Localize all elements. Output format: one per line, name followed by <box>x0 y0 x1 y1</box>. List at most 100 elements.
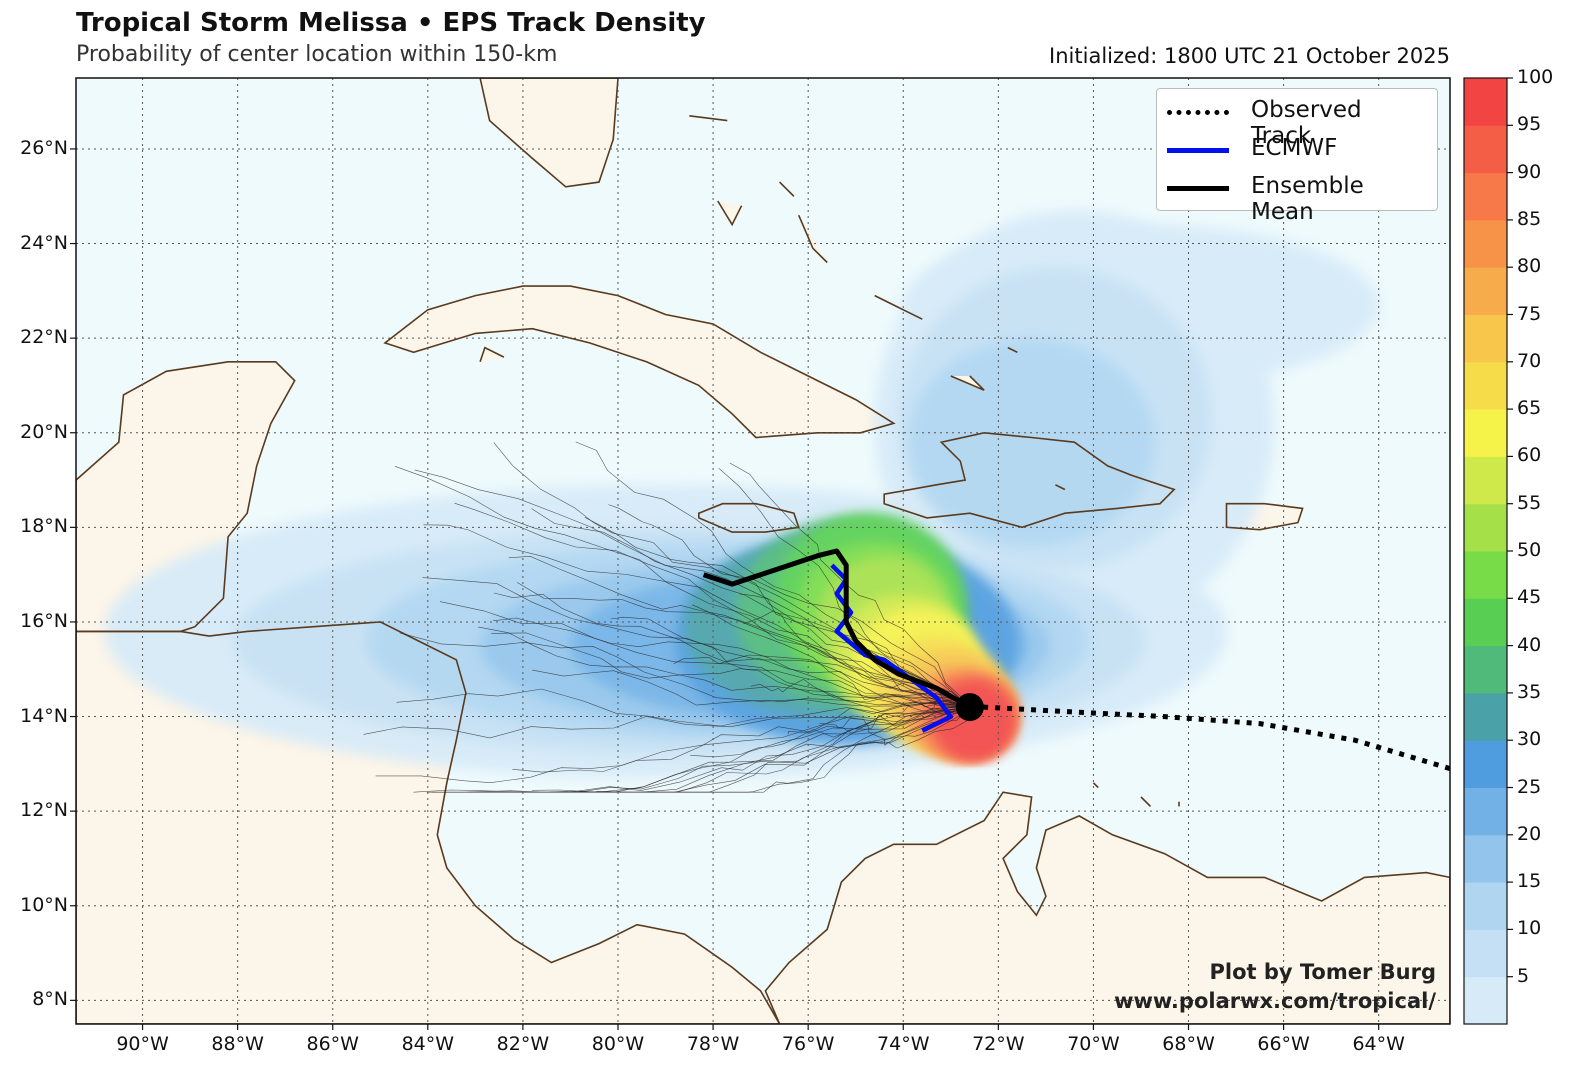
legend-item-mean: Ensemble Mean <box>1167 169 1427 225</box>
lon-tick-label: 90°W <box>116 1033 169 1055</box>
island-6 <box>1092 782 1099 789</box>
colorbar-segment <box>1464 219 1507 268</box>
lat-tick-label: 14°N <box>20 704 68 727</box>
island-3 <box>950 375 985 391</box>
lon-tick-label: 66°W <box>1257 1033 1310 1055</box>
colorbar-tick-label: 55 <box>1517 491 1542 514</box>
lat-tick-label: 12°N <box>20 799 68 822</box>
member-track-5 <box>375 706 970 784</box>
lon-tick-label: 82°W <box>496 1033 550 1055</box>
legend-label-observed: Observed Track <box>1251 97 1362 149</box>
colorbar-tick-label: 60 <box>1517 444 1542 467</box>
coast-cuba <box>383 285 896 439</box>
observed-track <box>969 704 1450 771</box>
lat-tick-label: 10°N <box>20 893 68 916</box>
member-track-25 <box>673 654 970 708</box>
colorbar-tick-label: 10 <box>1517 917 1542 940</box>
lat-tick-label: 20°N <box>20 420 68 443</box>
member-track-36 <box>399 632 970 708</box>
colorbar-segment <box>1464 409 1507 457</box>
member-track-26 <box>493 442 970 708</box>
colorbar-tick-label: 30 <box>1517 728 1542 751</box>
legend-item-ecmwf: ECMWF <box>1167 131 1427 167</box>
colorbar-segment <box>1464 740 1507 788</box>
colorbar-segment <box>1464 267 1507 315</box>
colorbar-tick-label: 40 <box>1517 633 1542 656</box>
coastline-layer <box>76 78 1450 1024</box>
colorbar-tick-label: 35 <box>1517 680 1542 703</box>
colorbar-tick-label: 75 <box>1517 302 1542 325</box>
colorbar-segment <box>1464 551 1507 599</box>
member-track-22 <box>493 617 970 708</box>
ensemble-member-tracks <box>363 441 971 793</box>
island-10 <box>689 115 728 122</box>
colorbar-tick-label: 25 <box>1517 775 1542 798</box>
legend-label-ecmwf: ECMWF <box>1251 135 1338 161</box>
lon-tick-label: 74°W <box>877 1033 930 1055</box>
member-track-33 <box>477 626 970 708</box>
island-5 <box>1055 484 1066 491</box>
lon-tick-label: 70°W <box>1067 1033 1120 1055</box>
island-7 <box>1140 796 1152 807</box>
black-line-icon <box>1167 186 1229 191</box>
colorbar-segment <box>1464 78 1507 126</box>
credit-url: www.polarwx.com/tropical/ <box>1114 989 1436 1013</box>
coast-south-america <box>764 791 1450 1024</box>
member-track-10 <box>422 577 970 708</box>
colorbar-tick-label: 85 <box>1517 207 1542 230</box>
colorbar-segment <box>1464 125 1507 174</box>
colorbar-tick-label: 20 <box>1517 822 1542 845</box>
lon-tick-label: 80°W <box>591 1033 645 1055</box>
lon-tick-label: 68°W <box>1162 1033 1215 1055</box>
coast-jamaica <box>697 502 800 533</box>
member-track-34 <box>532 669 970 716</box>
initial-position-marker <box>955 693 984 722</box>
colorbar-tick-label: 90 <box>1517 160 1542 183</box>
member-track-9 <box>512 702 970 773</box>
member-track-29 <box>575 441 970 708</box>
lat-tick-label: 26°N <box>20 136 68 159</box>
dotted-line-icon <box>1167 110 1229 115</box>
lat-tick-label: 18°N <box>20 515 68 538</box>
colorbar-segment <box>1464 692 1507 741</box>
member-track-18 <box>584 517 970 708</box>
island-4 <box>1007 346 1018 354</box>
colorbar-segment <box>1464 787 1507 836</box>
member-track-28 <box>610 616 970 708</box>
ensemble-mean-track <box>702 548 972 710</box>
land-south-america <box>765 792 1450 1024</box>
coast-hispaniola <box>883 431 1176 529</box>
colorbar-segment <box>1464 503 1507 552</box>
lon-tick-label: 86°W <box>306 1033 359 1055</box>
colorbar-tick-label: 80 <box>1517 255 1542 278</box>
lon-tick-label: 76°W <box>781 1033 835 1055</box>
member-track-20 <box>750 678 970 715</box>
member-track-43 <box>516 582 970 708</box>
blue-line-icon <box>1167 148 1229 153</box>
member-track-27 <box>396 688 970 727</box>
colorbar-tick-label: 5 <box>1517 964 1530 987</box>
map-legend: Observed Track ECMWF Ensemble Mean <box>1156 88 1438 225</box>
map-subtitle: Probability of center location within 15… <box>76 42 558 67</box>
land-florida <box>480 78 618 187</box>
credit-author: Plot by Tomer Burg <box>1209 960 1437 984</box>
member-track-35 <box>608 504 971 708</box>
colorbar-segment <box>1464 929 1507 978</box>
lon-tick-label: 72°W <box>972 1033 1025 1055</box>
ecmwf-track <box>830 563 954 733</box>
lat-tick-label: 24°N <box>20 231 68 254</box>
lon-tick-label: 64°W <box>1352 1033 1405 1055</box>
lon-tick-label: 88°W <box>211 1033 264 1055</box>
colorbar-segment <box>1464 456 1507 505</box>
member-track-38 <box>549 706 970 793</box>
track-layer <box>702 548 1450 771</box>
member-track-42 <box>739 593 970 708</box>
land-cuba <box>385 286 894 438</box>
lon-tick-label: 78°W <box>686 1033 740 1055</box>
colorbar-tick-label: 15 <box>1517 870 1542 893</box>
initialized-time: Initialized: 1800 UTC 21 October 2025 <box>1049 44 1450 68</box>
colorbar-segment <box>1464 361 1507 410</box>
coast-mexico-yucatan <box>76 360 296 633</box>
member-track-24 <box>682 706 971 793</box>
